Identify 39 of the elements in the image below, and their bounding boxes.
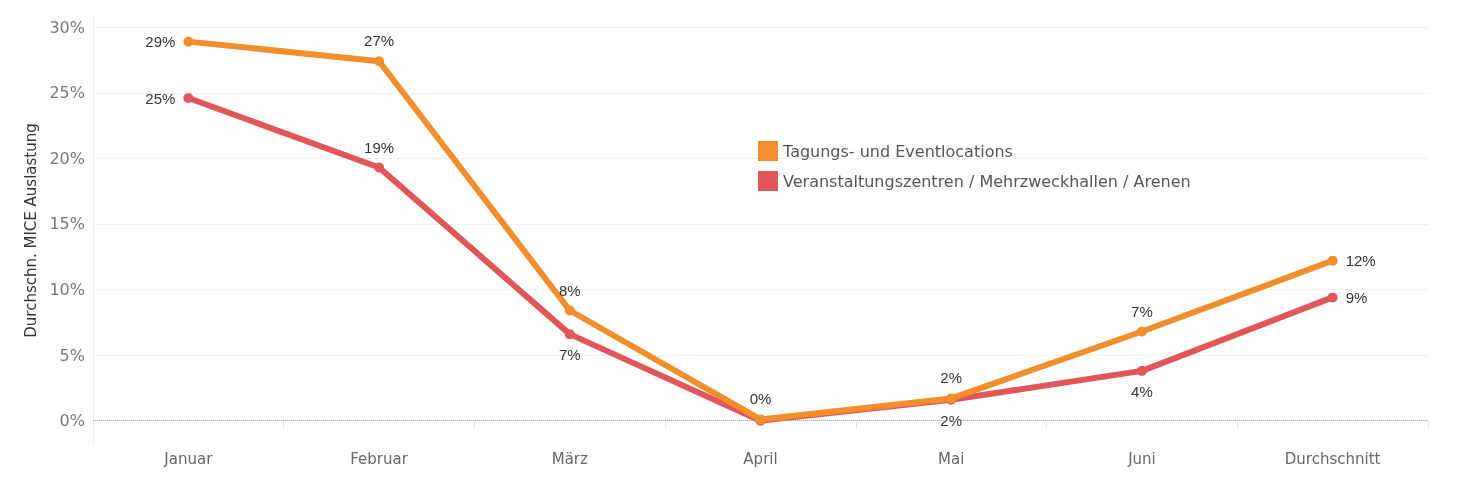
y-tick-label: 30% [49, 17, 85, 37]
data-label: 0% [749, 390, 772, 408]
y-tick-label: 15% [49, 214, 85, 234]
legend-label: Tagungs- und Eventlocations [782, 141, 1013, 161]
data-label: 9% [1345, 288, 1368, 306]
data-label: 19% [364, 138, 395, 156]
point [183, 93, 194, 104]
point [1327, 255, 1338, 266]
x-tick-label: Juni [1127, 449, 1156, 468]
x-tick-label: Februar [350, 449, 409, 468]
y-tick-label: 10% [49, 280, 85, 300]
y-tick-label: 0% [59, 411, 85, 431]
data-label: 4% [1131, 382, 1153, 400]
x-tick-label: März [551, 449, 588, 468]
point [183, 36, 194, 47]
x-tick-label: Mai [938, 449, 965, 468]
x-tick-label: April [743, 449, 778, 468]
y-tick-label: 5% [59, 345, 85, 365]
data-label: 2% [940, 369, 963, 387]
point [374, 162, 385, 173]
x-tick-label: Durchschnitt [1284, 449, 1381, 468]
data-label: 7% [558, 346, 581, 364]
data-label: 27% [364, 32, 395, 50]
point [564, 305, 575, 316]
x-tick-label: Januar [163, 449, 214, 468]
point [1136, 326, 1147, 337]
data-label: 7% [1131, 302, 1153, 320]
data-label: 12% [1345, 252, 1376, 270]
y-axis-title: Durchschn. MICE Auslastung [21, 123, 40, 338]
data-label: 25% [145, 89, 176, 107]
point [1327, 292, 1338, 303]
legend-label: Veranstaltungszentren / Mehrzweckhallen / Arenen [783, 171, 1191, 191]
y-tick-label: 25% [49, 83, 85, 103]
data-label: 8% [558, 281, 581, 299]
data-label: 29% [145, 33, 176, 51]
point [1136, 365, 1147, 376]
point [374, 56, 385, 67]
y-tick-label: 20% [49, 148, 85, 168]
point [564, 329, 575, 340]
